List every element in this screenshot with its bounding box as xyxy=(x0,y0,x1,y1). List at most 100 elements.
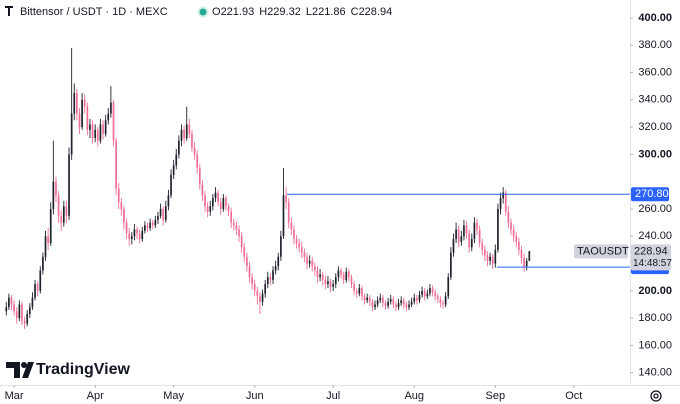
y-tick-label: 140.00 xyxy=(638,367,672,379)
candle-body xyxy=(206,206,209,212)
brand: TradingView xyxy=(36,361,131,378)
candle-body xyxy=(104,120,107,134)
candle-body xyxy=(489,256,491,261)
candle-body xyxy=(15,311,18,319)
candle-body xyxy=(141,230,144,240)
candle-body xyxy=(138,233,141,240)
symbol-badge xyxy=(574,244,628,259)
candle-body xyxy=(269,277,272,280)
candle-body xyxy=(504,192,507,212)
x-tick-label: Sep xyxy=(486,390,506,402)
ohlc-label: C xyxy=(351,6,359,18)
candle-body xyxy=(363,296,366,301)
last-price: 228.94 xyxy=(634,245,668,257)
y-tick-label: 240.00 xyxy=(638,230,672,242)
candle-body xyxy=(193,147,196,155)
candle-body xyxy=(196,154,199,169)
candle-body xyxy=(201,184,204,196)
candle-body xyxy=(235,225,238,230)
price-badge xyxy=(631,244,671,271)
candle-body xyxy=(358,288,361,294)
candle-body xyxy=(227,206,230,212)
ohlc-value: 221.93 xyxy=(221,6,255,18)
y-tick-label: 320.00 xyxy=(638,121,672,133)
candle-body xyxy=(277,256,280,267)
candle-body xyxy=(400,300,403,304)
symbol-icon xyxy=(3,5,15,18)
candle-body xyxy=(285,195,287,203)
candle-body xyxy=(298,243,301,248)
candle-body xyxy=(345,271,348,280)
y-tick-label: 160.00 xyxy=(638,339,672,351)
candle-body xyxy=(418,294,421,301)
settings-icon[interactable] xyxy=(650,390,662,402)
candle-body xyxy=(395,304,397,308)
candle-body xyxy=(81,99,83,128)
candle-body xyxy=(266,277,269,285)
candle-body xyxy=(5,307,8,312)
candle-body xyxy=(39,270,42,291)
candle-body xyxy=(110,102,112,114)
candle-body xyxy=(421,290,423,295)
candle-body xyxy=(470,239,473,248)
candle-body xyxy=(457,229,460,242)
candle-body xyxy=(465,225,468,234)
candle-body xyxy=(481,243,484,250)
candle-body xyxy=(473,222,476,240)
candle-body xyxy=(434,292,437,297)
candle-body xyxy=(248,266,251,278)
candle-body xyxy=(57,195,60,216)
candle-body xyxy=(259,296,261,302)
candle-body xyxy=(136,229,138,234)
candle-body xyxy=(146,225,149,229)
candle-body xyxy=(311,260,314,267)
candle-body xyxy=(329,281,332,287)
candle-body xyxy=(280,236,282,257)
candle-body xyxy=(149,222,151,229)
candle-body xyxy=(204,195,206,207)
candle-body xyxy=(447,277,450,297)
candle-body xyxy=(327,281,329,285)
candle-body xyxy=(251,277,253,285)
candle-body xyxy=(274,266,277,271)
candle-body xyxy=(172,165,175,175)
candle-body xyxy=(159,208,162,216)
candle-body xyxy=(26,314,29,324)
candle-body xyxy=(219,202,222,209)
y-tick-label: 360.00 xyxy=(638,66,672,78)
candle-body xyxy=(42,256,44,271)
candle-body xyxy=(217,192,219,203)
candle-body xyxy=(180,129,183,141)
candle-body xyxy=(178,140,180,155)
candle-body xyxy=(170,174,172,196)
candle-body xyxy=(99,124,102,141)
candle-body xyxy=(62,206,65,223)
candle-body xyxy=(295,239,298,244)
candle-body xyxy=(167,195,170,207)
candle-body xyxy=(125,222,128,234)
candle-body xyxy=(154,219,157,226)
candle-body xyxy=(408,304,410,308)
candle-body xyxy=(348,271,350,278)
ohlc-readout: O221.93 H229.32 L221.86 C228.94 xyxy=(212,6,392,18)
x-tick-label: Mar xyxy=(5,390,24,402)
candle-body xyxy=(334,277,337,285)
candle-body xyxy=(402,300,405,305)
candle-body xyxy=(264,284,267,294)
candle-body xyxy=(133,229,136,237)
candle-body xyxy=(520,249,523,259)
y-tick-label: 380.00 xyxy=(638,39,672,51)
candle-body xyxy=(112,102,115,141)
candle-body xyxy=(308,260,311,264)
candle-body xyxy=(389,299,392,302)
candle-body xyxy=(157,215,159,220)
candle-body xyxy=(240,236,243,248)
candle-body xyxy=(303,252,306,257)
candle-body xyxy=(371,301,374,308)
y-tick-label: 260.00 xyxy=(638,203,672,215)
y-tick-label: 180.00 xyxy=(638,312,672,324)
ohlc-value: 221.86 xyxy=(312,6,346,18)
candle-body xyxy=(423,290,426,297)
candle-body xyxy=(230,211,233,223)
